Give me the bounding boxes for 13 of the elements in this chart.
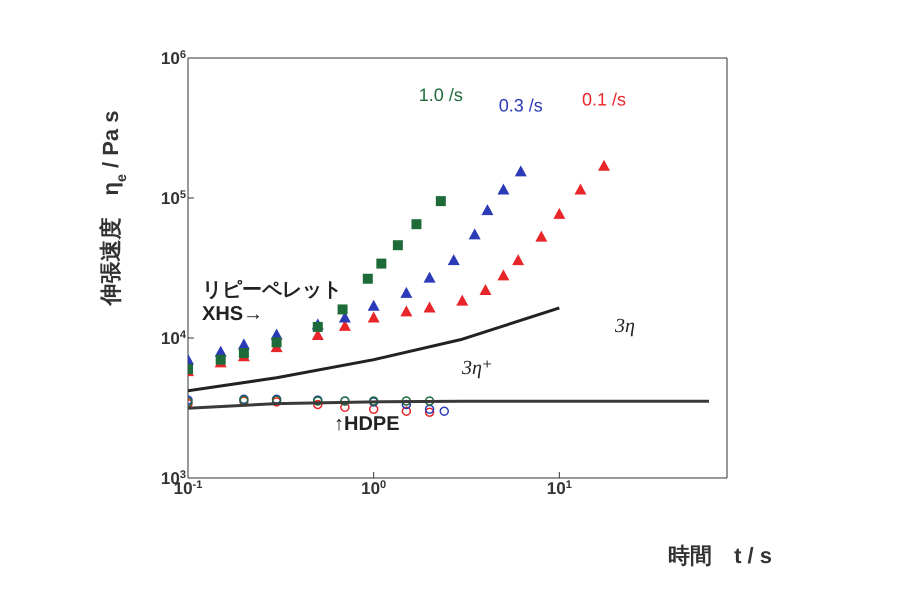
text: 1.0 /s (418, 85, 463, 106)
annotation: 3η (615, 314, 635, 338)
x-tick-label: 10$^{0}$ (361, 479, 386, 498)
text: 0.1 /s (582, 90, 626, 110)
x-axis-title: 時間 t / s (668, 543, 772, 568)
annotation: リピーペレット XHS→ (202, 278, 342, 326)
y-tick-label: 10$^{5}$ (160, 189, 186, 208)
text: 0.3 /s (498, 95, 543, 116)
annotation: 3η⁺ (462, 356, 492, 380)
annotation: ↑HDPE (334, 412, 400, 436)
y-tick-label: 10$^{6}$ (160, 49, 186, 68)
x-tick-label: 10$^{1}$ (546, 479, 572, 498)
y-tick-label: 10$^{4}$ (160, 329, 187, 348)
